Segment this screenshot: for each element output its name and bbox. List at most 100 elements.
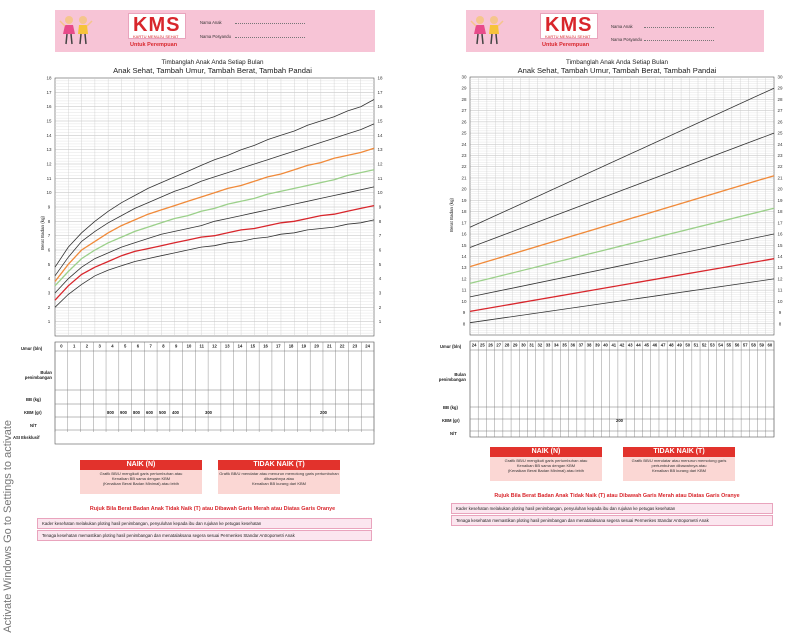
- y-tick-label: 5: [48, 262, 51, 267]
- age-month-label: 16: [263, 344, 268, 349]
- y-tick-label: 6: [379, 248, 382, 253]
- umur-label: Umur (bln): [21, 346, 43, 351]
- age-month-label: 12: [212, 344, 217, 349]
- y-tick-label: 18: [377, 76, 383, 81]
- growth-curve: [469, 132, 775, 248]
- rujuk-text: Rujuk Bila Berat Badan Anak Tidak Naik (…: [494, 493, 740, 499]
- kbm-value: 800: [107, 410, 114, 415]
- growth-chart-24-60: 8 8 9 9 10 10 11 11 12 12 13 13 14 14 15 15 16 16 17 17 18 18…: [461, 75, 783, 438]
- y-tick-label: 14: [777, 254, 783, 259]
- y-tick-label: 11: [462, 288, 467, 293]
- y-tick-label: 7: [379, 233, 382, 238]
- age-month-label: 47: [661, 343, 666, 348]
- y-tick-label: 12: [461, 276, 467, 281]
- growth-curve: [54, 219, 375, 308]
- nakes-note: Tenaga kesehatan memastikan ploting hasi…: [37, 530, 372, 541]
- y-tick-label: 1: [379, 319, 382, 324]
- age-month-label: 56: [735, 343, 740, 348]
- age-month-label: 41: [611, 343, 616, 348]
- y-tick-label: 10: [46, 190, 52, 195]
- children-illustration: [59, 16, 93, 45]
- age-month-label: 48: [669, 343, 674, 348]
- asi-label: ASI Eksklusif: [13, 435, 40, 440]
- y-tick-label: 16: [777, 232, 783, 237]
- naik-text-3: (Kenaikan Berat Badan Minimal) atau lebi…: [507, 468, 585, 473]
- age-month-label: 36: [570, 343, 575, 348]
- chart-title: Timbanglah Anak Anda Setiap Bulan: [161, 59, 264, 66]
- y-tick-label: 30: [461, 75, 467, 80]
- y-tick-label: 9: [48, 205, 51, 210]
- age-month-label: 5: [124, 344, 127, 349]
- y-tick-label: 2: [379, 305, 382, 310]
- age-month-label: 3: [98, 344, 101, 349]
- age-month-label: 52: [702, 343, 707, 348]
- growth-curve: [469, 175, 775, 268]
- kbm-value: 900: [120, 410, 127, 415]
- nama-posyandu-field[interactable]: [235, 37, 305, 38]
- nama-anak-field[interactable]: [235, 23, 305, 24]
- age-month-label: 34: [554, 343, 559, 348]
- children-illustration: [470, 16, 504, 45]
- age-month-label: 50: [685, 343, 690, 348]
- y-tick-label: 3: [379, 291, 382, 296]
- bb-label: BB (kg): [26, 397, 41, 402]
- age-month-label: 23: [353, 344, 358, 349]
- y-tick-label: 4: [48, 276, 51, 281]
- nama-anak-field[interactable]: [644, 27, 714, 28]
- y-tick-label: 9: [779, 310, 782, 315]
- watermark-line-1: Activate Windows: [2, 545, 14, 633]
- y-tick-label: 12: [377, 162, 383, 167]
- y-tick-label: 8: [463, 321, 466, 326]
- age-month-label: 58: [751, 343, 756, 348]
- y-tick-label: 2: [48, 305, 51, 310]
- y-tick-label: 8: [48, 219, 51, 224]
- naik-title: NAIK (N): [490, 447, 602, 457]
- naik-text: Grafik BB/U mengikuti garis pertumbuhan …: [80, 470, 202, 494]
- y-tick-label: 14: [46, 133, 52, 138]
- age-month-label: 22: [340, 344, 345, 349]
- nt-label: N/T: [450, 431, 457, 436]
- growth-curve: [54, 123, 375, 277]
- kms-logo-text: KMS: [133, 14, 181, 36]
- header-banner: [55, 10, 375, 52]
- y-tick-label: 16: [461, 232, 467, 237]
- growth-curve: [54, 186, 375, 294]
- y-tick-label: 22: [461, 164, 467, 169]
- age-month-label: 60: [768, 343, 773, 348]
- kbm-value: 500: [159, 410, 166, 415]
- tidak-naik-text: Grafik BB/U mendatar atau menurun memoto…: [218, 470, 340, 494]
- y-tick-label: 17: [46, 90, 52, 95]
- y-tick-label: 9: [463, 310, 466, 315]
- age-month-label: 32: [538, 343, 543, 348]
- y-tick-label: 25: [777, 131, 783, 136]
- age-month-label: 13: [225, 344, 230, 349]
- age-month-label: 0: [60, 344, 63, 349]
- y-tick-label: 18: [46, 76, 52, 81]
- age-month-label: 15: [250, 344, 255, 349]
- kms-card-right: KMS KARTU MENUJU SEHAT Untuk Perempuan N…: [439, 0, 788, 548]
- y-tick-label: 15: [46, 119, 52, 124]
- y-tick-label: 10: [777, 299, 783, 304]
- age-month-label: 25: [480, 343, 485, 348]
- y-tick-label: 17: [461, 220, 467, 225]
- age-month-label: 46: [653, 343, 658, 348]
- age-month-label: 26: [488, 343, 493, 348]
- kbm-value: 600: [146, 410, 153, 415]
- watermark-line-2: Go to Settings to activate: [2, 420, 14, 543]
- age-month-label: 43: [628, 343, 633, 348]
- y-tick-label: 4: [379, 276, 382, 281]
- y-tick-label: 18: [777, 209, 783, 214]
- nama-posyandu-field[interactable]: [644, 40, 714, 41]
- kms-logo-text: KMS: [545, 14, 593, 36]
- bulan-penimbangan-label: Bulan penimbangan: [438, 372, 466, 382]
- y-tick-label: 11: [778, 288, 783, 293]
- age-month-label: 30: [521, 343, 526, 348]
- y-tick-label: 30: [777, 75, 783, 80]
- age-month-label: 39: [595, 343, 600, 348]
- y-tick-label: 23: [777, 153, 783, 158]
- nakes-note: Tenaga kesehatan memastikan ploting hasi…: [451, 515, 773, 526]
- age-month-label: 21: [327, 344, 332, 349]
- y-tick-label: 14: [377, 133, 383, 138]
- kader-note: Kader kesehatan melakukan ploting hasil …: [37, 518, 372, 529]
